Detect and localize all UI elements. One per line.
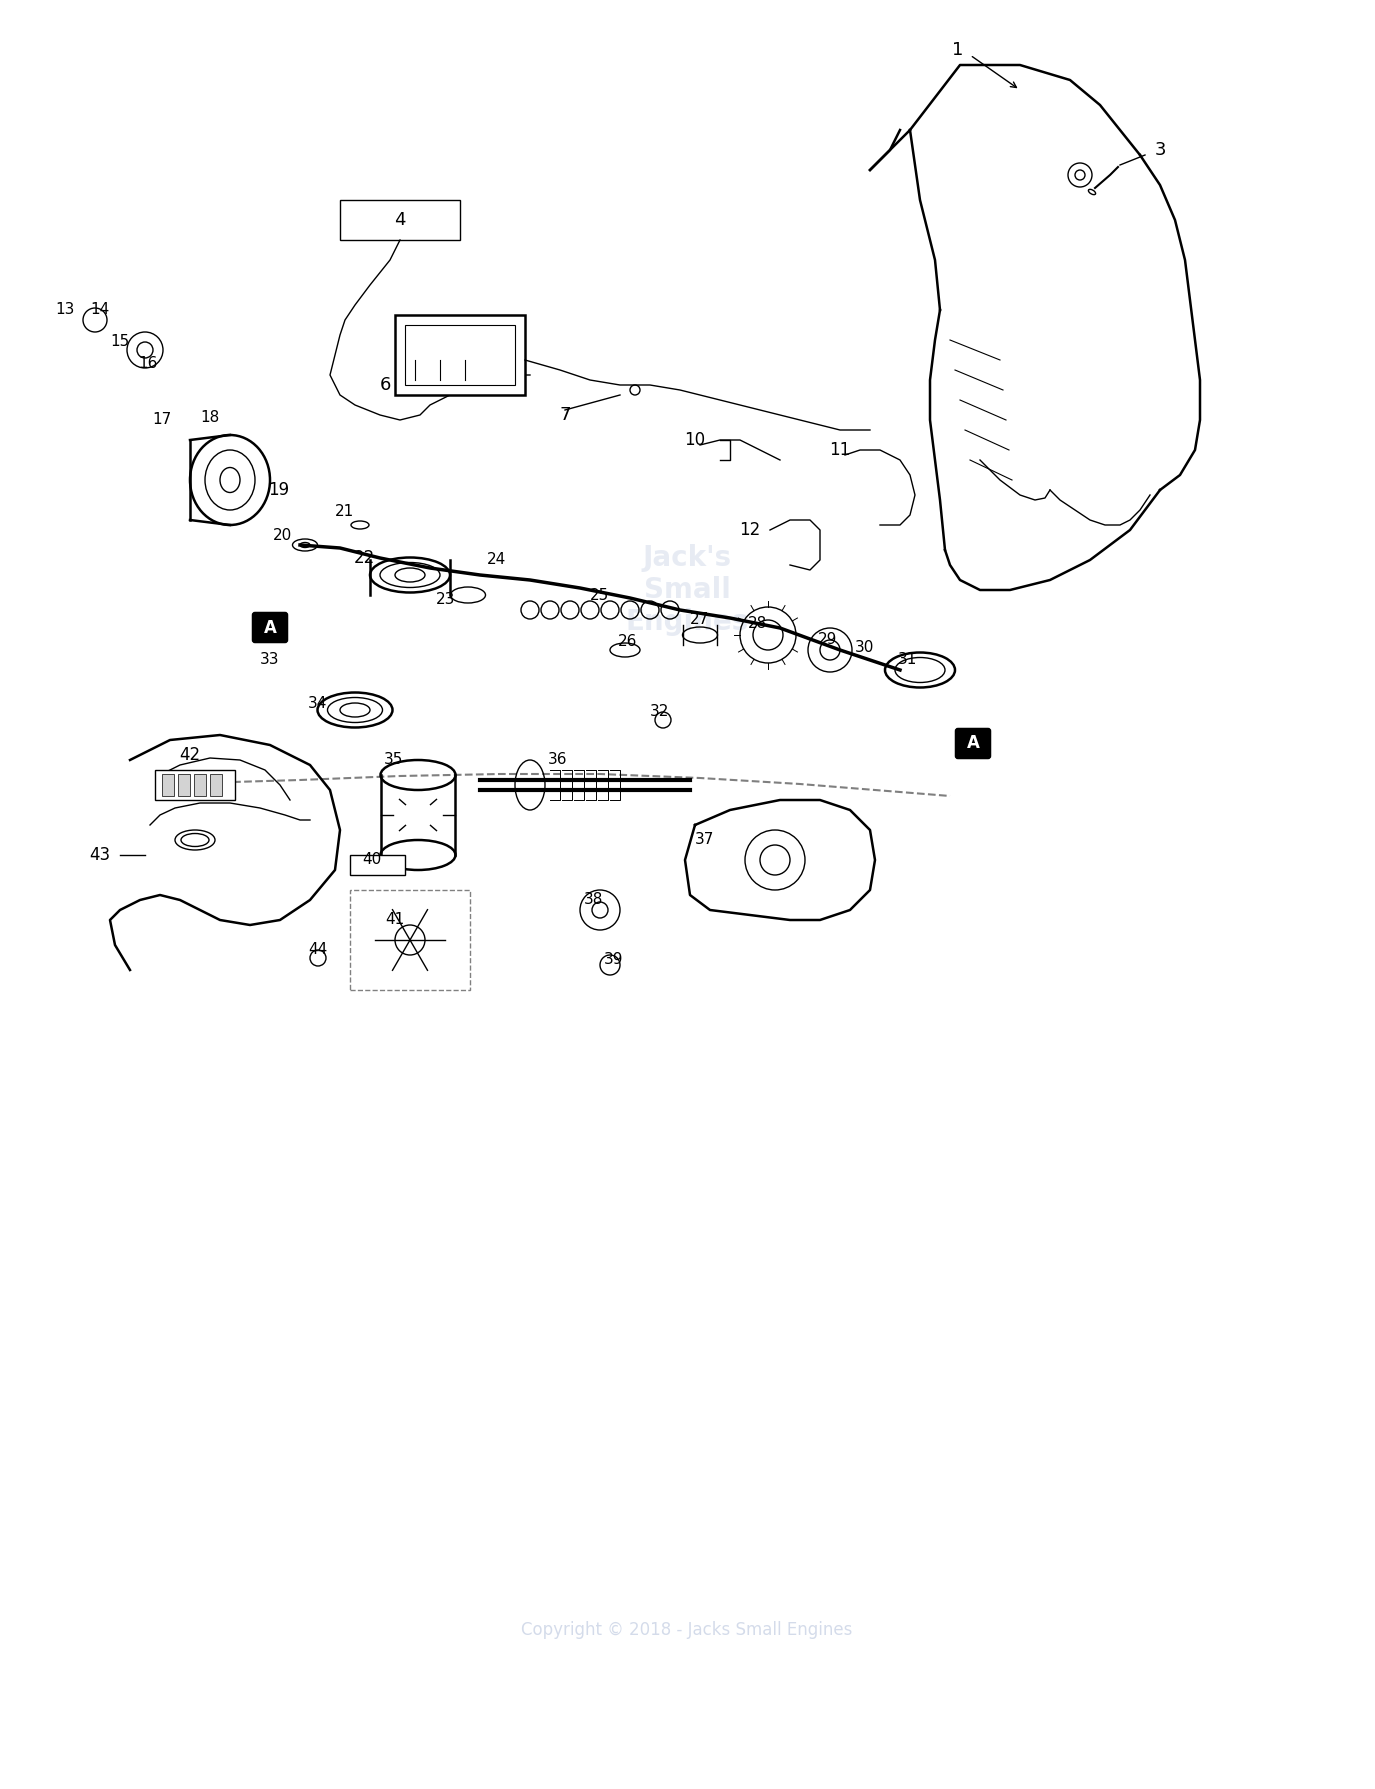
Text: 31: 31 bbox=[898, 653, 917, 667]
Text: 18: 18 bbox=[201, 410, 220, 424]
Text: A: A bbox=[967, 733, 979, 751]
Bar bbox=[194, 775, 206, 796]
Bar bbox=[177, 775, 190, 796]
Text: 35: 35 bbox=[384, 753, 404, 767]
Text: 30: 30 bbox=[855, 640, 874, 655]
Text: 25: 25 bbox=[590, 587, 609, 603]
Text: 38: 38 bbox=[584, 893, 604, 907]
Bar bbox=[340, 200, 461, 240]
Text: 17: 17 bbox=[153, 413, 172, 428]
Text: 20: 20 bbox=[272, 528, 292, 542]
Text: 13: 13 bbox=[55, 302, 74, 317]
Text: 12: 12 bbox=[738, 521, 760, 538]
Text: 43: 43 bbox=[89, 846, 110, 864]
FancyBboxPatch shape bbox=[956, 728, 990, 759]
Text: 15: 15 bbox=[110, 335, 129, 349]
Text: 39: 39 bbox=[604, 952, 624, 968]
Text: 6: 6 bbox=[380, 376, 390, 394]
Text: 40: 40 bbox=[363, 853, 382, 868]
Bar bbox=[162, 775, 175, 796]
Text: 22: 22 bbox=[353, 549, 375, 567]
Text: 28: 28 bbox=[748, 615, 767, 630]
Text: 41: 41 bbox=[385, 912, 404, 927]
Text: 34: 34 bbox=[308, 696, 327, 710]
Text: 44: 44 bbox=[308, 943, 327, 957]
Bar bbox=[351, 889, 470, 989]
Bar bbox=[395, 315, 525, 395]
Text: 1: 1 bbox=[953, 41, 964, 59]
Text: 14: 14 bbox=[91, 302, 110, 317]
Text: Jack's
Small
Engines: Jack's Small Engines bbox=[626, 544, 748, 637]
Text: 16: 16 bbox=[139, 356, 158, 370]
Bar bbox=[406, 326, 516, 385]
Text: 24: 24 bbox=[487, 553, 506, 567]
Text: 36: 36 bbox=[549, 753, 568, 767]
Text: 29: 29 bbox=[818, 633, 837, 648]
Text: 19: 19 bbox=[268, 481, 289, 499]
Text: 11: 11 bbox=[829, 442, 850, 460]
Text: 10: 10 bbox=[683, 431, 705, 449]
Text: 37: 37 bbox=[696, 832, 715, 848]
Text: A: A bbox=[264, 619, 276, 637]
Text: 3: 3 bbox=[1155, 141, 1166, 159]
Text: 26: 26 bbox=[619, 635, 638, 649]
Text: 32: 32 bbox=[650, 705, 670, 719]
Text: 7: 7 bbox=[560, 406, 571, 424]
Text: 23: 23 bbox=[436, 592, 455, 608]
Bar bbox=[351, 855, 406, 875]
Text: Copyright © 2018 - Jacks Small Engines: Copyright © 2018 - Jacks Small Engines bbox=[521, 1621, 852, 1639]
Text: 33: 33 bbox=[260, 653, 279, 667]
Bar bbox=[155, 769, 235, 800]
Text: 4: 4 bbox=[395, 211, 406, 229]
Text: 42: 42 bbox=[179, 746, 201, 764]
Text: 27: 27 bbox=[690, 612, 710, 628]
FancyBboxPatch shape bbox=[253, 614, 287, 642]
Text: 21: 21 bbox=[336, 504, 355, 519]
Bar bbox=[210, 775, 221, 796]
